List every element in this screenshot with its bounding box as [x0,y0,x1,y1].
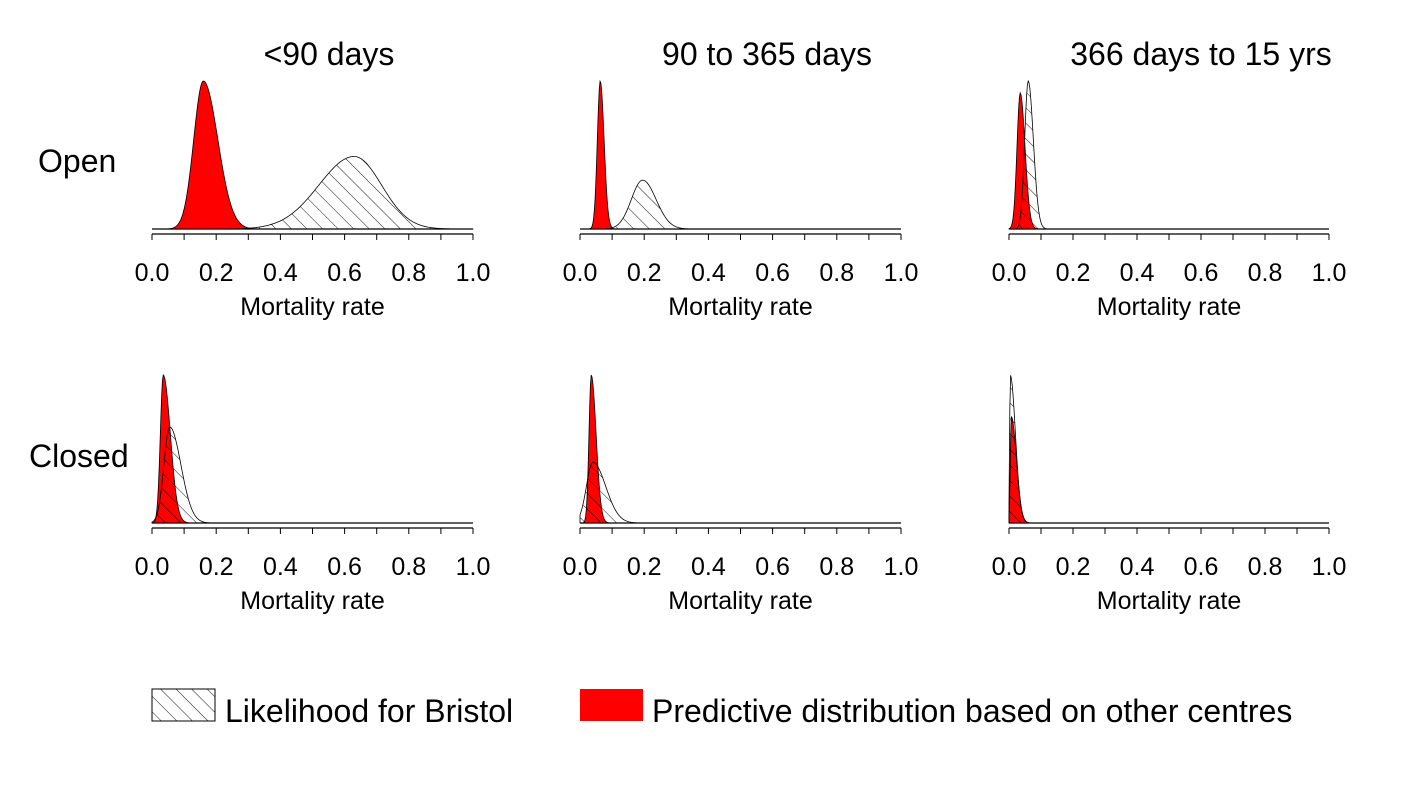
predictive-density [1008,416,1329,524]
row-label-closed: Closed [29,438,129,474]
x-tick-label: 0.8 [391,259,426,287]
panel-open-1: 0.0 0.2 0.4 0.6 0.8 1.0 Mortality rate [135,80,491,321]
likelihood-density [580,180,901,229]
likelihood-outline [151,426,473,524]
x-tick-label: 1.0 [884,259,919,287]
panel-closed-3: 0.0 0.2 0.4 0.6 0.8 1.0 Mortality rate [992,375,1347,615]
x-tick-label: 0.8 [819,259,854,287]
x-tick-label: 1.0 [456,553,491,581]
column-title-3: 366 days to 15 yrs [1070,36,1331,72]
x-tick-label: 0.6 [755,553,790,581]
x-tick-label: 0.2 [627,553,662,581]
likelihood-density [152,156,473,229]
x-tick-label: 0.0 [135,259,170,287]
likelihood-outline [579,461,901,524]
column-title-1: <90 days [264,36,395,72]
x-tick-label: 0.8 [391,553,426,581]
x-tick-label: 0.4 [691,259,726,287]
panel-closed-2: 0.0 0.2 0.4 0.6 0.8 1.0 Mortality rate [563,374,919,615]
legend: Likelihood for Bristol Predictive distri… [151,688,1292,729]
x-axis-label: Mortality rate [240,293,384,321]
x-tick-label: 0.0 [563,553,598,581]
panel-open-3: 0.0 0.2 0.4 0.6 0.8 1.0 Mortality rate [992,79,1347,321]
x-tick-label: 1.0 [1312,259,1347,287]
x-tick-label: 0.4 [263,259,298,287]
x-tick-label: 0.0 [135,553,170,581]
likelihood-outline [580,179,901,230]
x-tick-label: 0.2 [627,259,662,287]
x-tick-label: 1.0 [1312,553,1347,581]
likelihood-density [1009,375,1329,523]
x-tick-label: 0.8 [1248,553,1283,581]
x-tick-label: 0.6 [327,553,362,581]
column-title-2: 90 to 365 days [662,36,872,72]
x-tick-label: 0.6 [1184,553,1219,581]
legend-label-likelihood: Likelihood for Bristol [225,693,513,729]
x-tick-label: 0.6 [1184,259,1219,287]
legend-label-predictive: Predictive distribution based on other c… [652,693,1292,729]
legend-swatch-likelihood [151,688,216,722]
predictive-density [1008,91,1329,230]
x-tick-label: 0.6 [755,259,790,287]
likelihood-outline [1009,79,1329,230]
x-tick-label: 0.0 [992,259,1027,287]
x-tick-label: 0.2 [199,553,234,581]
x-tick-label: 0.0 [992,553,1027,581]
x-tick-label: 0.8 [1248,259,1283,287]
panel-closed-1: 0.0 0.2 0.4 0.6 0.8 1.0 Mortality rate [135,374,491,615]
likelihood-density [1009,81,1329,229]
x-tick-label: 1.0 [884,553,919,581]
x-tick-label: 0.4 [1120,259,1155,287]
likelihood-density [152,426,473,523]
x-axis-label: Mortality rate [240,587,384,615]
likelihood-outline [1008,375,1329,524]
x-axis-label: Mortality rate [668,293,812,321]
x-tick-label: 0.8 [819,553,854,581]
row-label-open: Open [38,143,116,179]
predictive-density [580,374,901,524]
x-axis-label: Mortality rate [1097,587,1241,615]
x-tick-label: 0.0 [563,259,598,287]
x-axis-label: Mortality rate [1097,293,1241,321]
x-tick-label: 0.2 [1056,553,1091,581]
x-tick-label: 0.4 [263,553,298,581]
x-tick-label: 1.0 [456,259,491,287]
panel-open-2: 0.0 0.2 0.4 0.6 0.8 1.0 Mortality rate [563,79,919,321]
predictive-density [151,374,473,524]
x-tick-label: 0.4 [691,553,726,581]
likelihood-density [580,462,901,523]
x-tick-label: 0.4 [1120,553,1155,581]
x-axis-label: Mortality rate [668,587,812,615]
x-tick-label: 0.2 [1056,259,1091,287]
x-tick-label: 0.2 [199,259,234,287]
x-tick-label: 0.6 [327,259,362,287]
legend-swatch-predictive [580,689,643,721]
